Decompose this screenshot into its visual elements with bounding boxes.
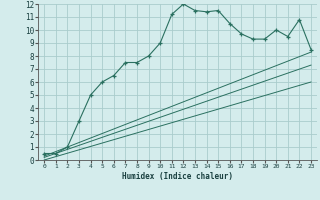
X-axis label: Humidex (Indice chaleur): Humidex (Indice chaleur): [122, 172, 233, 181]
